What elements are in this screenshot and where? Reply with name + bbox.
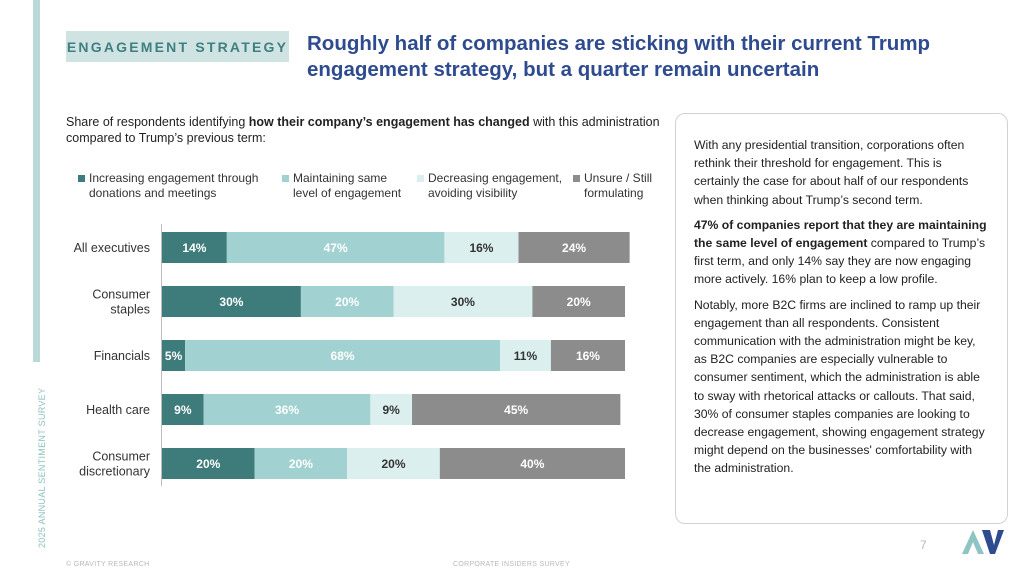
legend-label: Unsure / Still formulating	[584, 171, 653, 200]
bar-segment	[347, 448, 440, 479]
bar-value-label: 40%	[520, 457, 544, 471]
bar-segment	[439, 448, 625, 479]
bar-value-label: 16%	[576, 349, 600, 363]
bar-value-label: 16%	[469, 241, 493, 255]
category-label: Consumer	[92, 450, 150, 464]
bar-value-label: 11%	[514, 349, 538, 363]
bar-value-label: 47%	[324, 241, 348, 255]
category-label: All executives	[74, 241, 150, 255]
bar-value-label: 45%	[504, 403, 528, 417]
bar-segment	[393, 286, 533, 317]
legend-swatch	[282, 175, 289, 182]
bar-segment	[499, 340, 551, 371]
legend-swatch	[78, 175, 85, 182]
category-label: staples	[110, 303, 150, 317]
subtitle-bold: how their company’s engagement has chang…	[248, 115, 530, 129]
bar-segment	[518, 232, 630, 263]
legend-item: Unsure / Still formulating	[573, 171, 652, 200]
commentary-paragraph-1: With any presidential transition, corpor…	[694, 138, 969, 207]
bar-segment	[162, 340, 186, 371]
bar-segment	[444, 232, 519, 263]
bar-value-label: 30%	[451, 295, 475, 309]
legend-item: Increasing engagement through donations a…	[78, 171, 258, 200]
legend-item: Decreasing engagement, avoiding visibilit…	[417, 171, 562, 200]
side-accent-bar	[33, 0, 40, 362]
bar-segment	[300, 286, 394, 317]
subtitle-part1: Share of respondents identifying	[66, 115, 249, 129]
commentary-paragraph-2: 47% of companies report that they are ma…	[694, 216, 989, 289]
bar-value-label: 20%	[567, 295, 591, 309]
legend-label: Maintaining same level of engagement	[293, 171, 402, 200]
bar-segment	[162, 448, 255, 479]
bar-segment	[185, 340, 500, 371]
bar-value-label: 14%	[182, 241, 206, 255]
bar-value-label: 9%	[383, 403, 401, 417]
bar-value-label: 36%	[275, 403, 299, 417]
legend-swatch	[573, 175, 580, 182]
commentary-paragraph-3: Notably, more B2C firms are inclined to …	[694, 297, 985, 476]
chart-subtitle: Share of respondents identifying how the…	[66, 114, 666, 146]
page-title: Roughly half of companies are sticking w…	[307, 32, 931, 81]
bar-segment	[254, 448, 348, 479]
bar-value-label: 20%	[381, 457, 405, 471]
bar-segment	[162, 286, 301, 317]
section-tag: ENGAGEMENT STRATEGY	[66, 31, 289, 62]
bar-value-label: 20%	[196, 457, 220, 471]
category-label: discretionary	[79, 465, 151, 479]
stacked-bar-chart: All executives 14% 47% 16% 24%Consumerstaple…	[74, 224, 630, 486]
bar-segment	[226, 232, 445, 263]
chart-legend: Increasing engagement through donations a…	[78, 171, 668, 207]
bar-segment	[162, 232, 227, 263]
category-label: Financials	[94, 349, 150, 363]
subtitle-part2: with this administration compared to Tru…	[66, 115, 660, 145]
commentary-paragraph-2-rest: compared to Trump’s first term, and only…	[694, 236, 986, 287]
legend-item: Maintaining same level of engagement	[282, 171, 401, 200]
legend-swatch	[417, 175, 424, 182]
bar-value-label: 9%	[174, 403, 192, 417]
side-survey-label: 2025 ANNUAL SENTIMENT SURVEY	[37, 387, 47, 548]
bar-segment	[532, 286, 625, 317]
footer-copyright: © GRAVITY RESEARCH	[66, 561, 150, 568]
bar-segment	[203, 394, 371, 425]
page-number: 7	[920, 538, 927, 552]
bar-segment	[370, 394, 413, 425]
bar-segment	[550, 340, 625, 371]
legend-label: Increasing engagement through donations a…	[89, 171, 259, 200]
bar-value-label: 68%	[331, 349, 355, 363]
bar-value-label: 24%	[562, 241, 586, 255]
commentary-box: With any presidential transition, corpor…	[675, 113, 1008, 524]
footer-survey-name: CORPORATE INSIDERS SURVEY	[453, 561, 570, 568]
bar-value-label: 20%	[335, 295, 359, 309]
legend-label: Decreasing engagement, avoiding visibilit…	[428, 171, 563, 200]
gravity-research-logo-icon	[962, 530, 1004, 554]
bar-segment	[412, 394, 621, 425]
category-label: Consumer	[92, 288, 150, 302]
commentary-highlight: 47% of companies report that they are ma…	[694, 217, 987, 251]
category-label: Health care	[86, 403, 150, 417]
bar-value-label: 30%	[219, 295, 243, 309]
bar-value-label: 5%	[165, 349, 183, 363]
bar-value-label: 20%	[289, 457, 313, 471]
bar-segment	[162, 394, 204, 425]
